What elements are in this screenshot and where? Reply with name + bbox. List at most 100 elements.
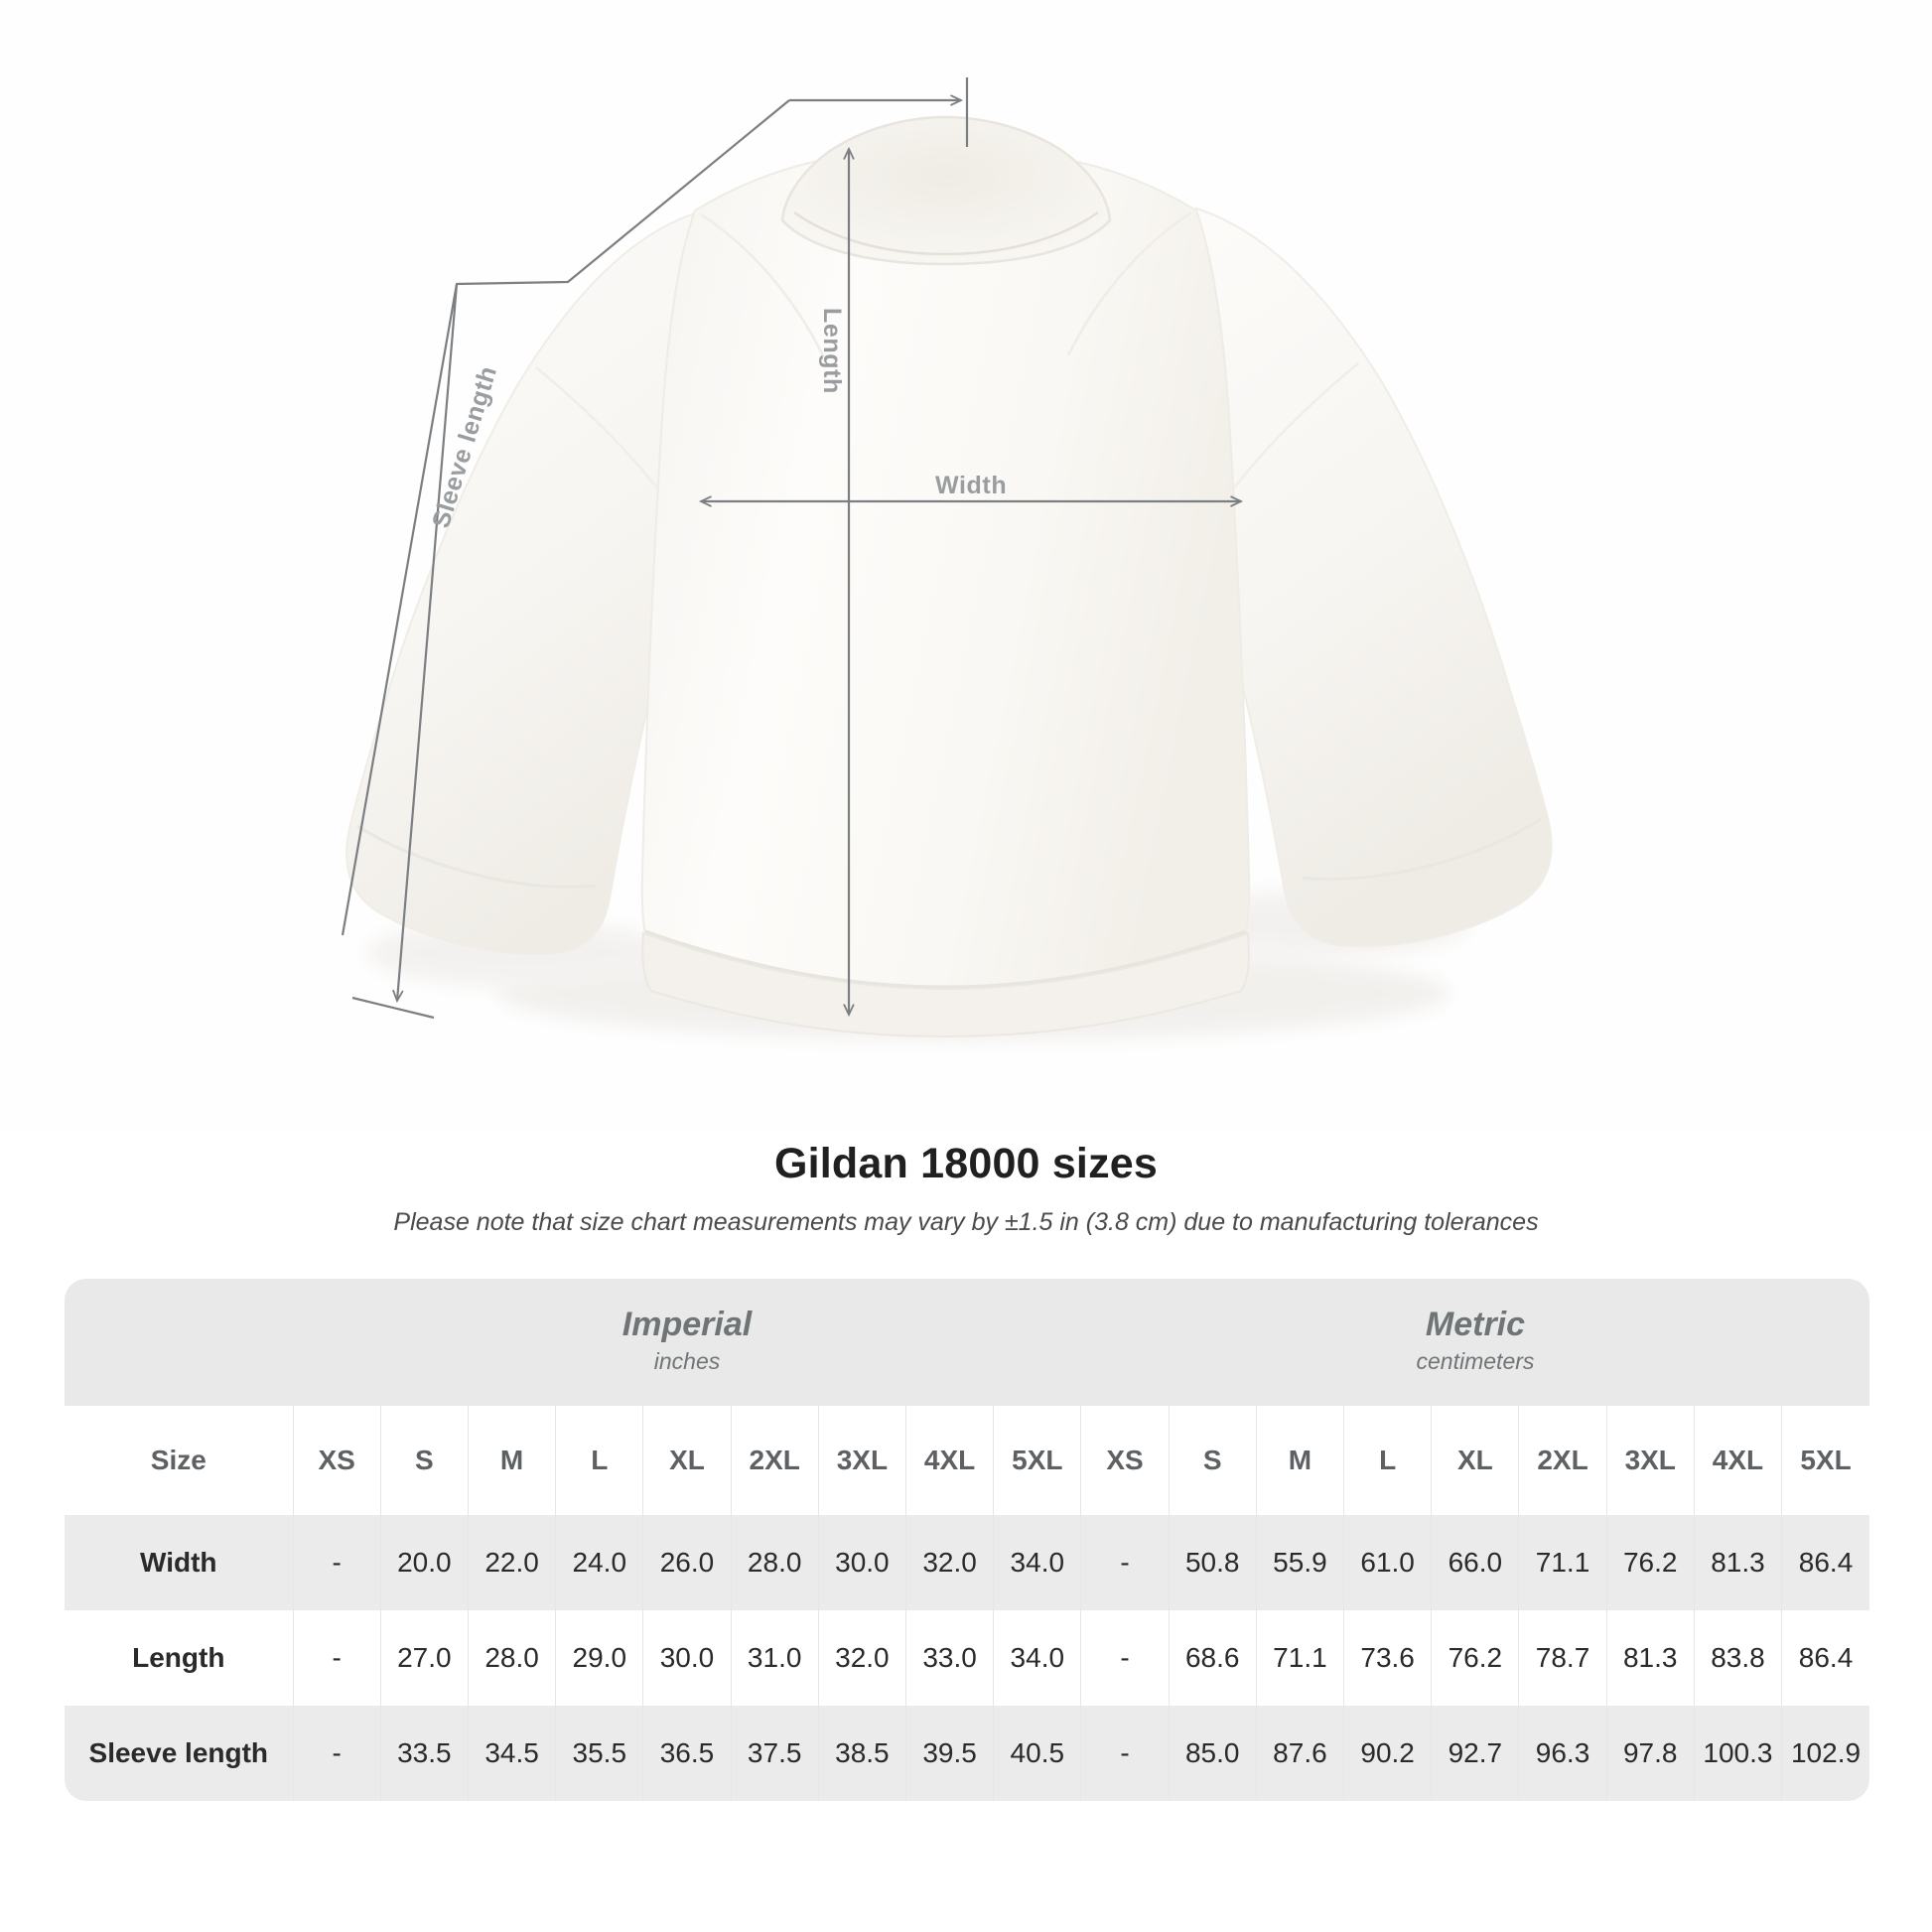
size-header-imperial-s: S [380,1406,469,1515]
size-header-metric-3xl: 3XL [1606,1406,1695,1515]
garment-body [640,147,1251,1038]
cell-width-metric-xs: - [1080,1515,1170,1610]
size-header-metric-5xl: 5XL [1781,1406,1869,1515]
cell-width-imperial-s: 20.0 [380,1515,469,1610]
size-header-metric-m: M [1256,1406,1345,1515]
cell-sleeve-metric-xl: 92.7 [1431,1706,1520,1801]
cell-sleeve-imperial-3xl: 38.5 [818,1706,906,1801]
cell-width-imperial-5xl: 34.0 [993,1515,1082,1610]
cell-length-imperial-xl: 30.0 [642,1610,732,1706]
cell-sleeve-metric-l: 90.2 [1343,1706,1433,1801]
cell-length-metric-m: 71.1 [1256,1610,1345,1706]
cell-length-imperial-s: 27.0 [380,1610,469,1706]
cell-width-metric-4xl: 81.3 [1694,1515,1783,1610]
cell-sleeve-imperial-4xl: 39.5 [905,1706,995,1801]
table-row: Width - 20.0 22.0 24.0 26.0 28.0 30.0 32… [65,1515,1869,1610]
cell-sleeve-metric-xs: - [1080,1706,1170,1801]
row-label-sleeve-length: Sleeve length [65,1706,294,1801]
cell-sleeve-metric-4xl: 100.3 [1694,1706,1783,1801]
size-header-imperial-xs: XS [293,1406,381,1515]
unit-banner-spacer [65,1279,294,1406]
cell-width-metric-2xl: 71.1 [1518,1515,1607,1610]
size-header-imperial-m: M [468,1406,557,1515]
size-header-imperial-5xl: 5XL [993,1406,1082,1515]
cell-sleeve-imperial-xl: 36.5 [642,1706,732,1801]
sleeve-leader-polyline [341,99,790,936]
cell-width-imperial-xs: - [293,1515,381,1610]
cell-width-imperial-xl: 26.0 [642,1515,732,1610]
size-table: Imperial inches Metric centimeters Size … [65,1279,1869,1801]
table-row: Sleeve length - 33.5 34.5 35.5 36.5 37.5… [65,1706,1869,1801]
cell-width-imperial-m: 22.0 [468,1515,557,1610]
cell-sleeve-imperial-l: 35.5 [555,1706,644,1801]
size-header-imperial-4xl: 4XL [905,1406,995,1515]
unit-imperial-name: Imperial [621,1306,753,1344]
size-header-metric-l: L [1343,1406,1433,1515]
cell-sleeve-metric-m: 87.6 [1256,1706,1345,1801]
page-title: Gildan 18000 sizes [773,1140,1159,1187]
cell-length-imperial-5xl: 34.0 [993,1610,1082,1706]
size-header-metric-xl: XL [1431,1406,1520,1515]
width-label: Width [935,472,1008,499]
unit-metric-name: Metric [1425,1306,1526,1344]
size-table-container: Imperial inches Metric centimeters Size … [65,1279,1869,1801]
cell-sleeve-imperial-2xl: 37.5 [731,1706,819,1801]
unit-banner-row: Imperial inches Metric centimeters [65,1279,1869,1406]
cell-length-metric-l: 73.6 [1343,1610,1433,1706]
measurement-guides [341,77,1241,1020]
cell-length-imperial-xs: - [293,1610,381,1706]
cell-sleeve-metric-2xl: 96.3 [1518,1706,1607,1801]
cell-length-imperial-l: 29.0 [555,1610,644,1706]
cell-length-metric-s: 68.6 [1169,1610,1257,1706]
collar [780,115,1112,266]
cell-width-metric-l: 61.0 [1343,1515,1433,1610]
unit-metric-cell: Metric centimeters [1080,1279,1869,1406]
tolerance-note: Please note that size chart measurements… [393,1208,1539,1236]
size-header-metric-s: S [1169,1406,1257,1515]
cell-length-imperial-m: 28.0 [468,1610,557,1706]
cell-length-metric-5xl: 86.4 [1781,1610,1869,1706]
cell-width-metric-s: 50.8 [1169,1515,1257,1610]
cell-width-metric-5xl: 86.4 [1781,1515,1869,1610]
garment-illustration: Length Width Sleeve length [341,77,1553,1040]
row-label-length: Length [65,1610,294,1706]
cell-length-imperial-3xl: 32.0 [818,1610,906,1706]
cell-length-metric-2xl: 78.7 [1518,1610,1607,1706]
length-label: Length [818,308,846,394]
size-header-metric-2xl: 2XL [1518,1406,1607,1515]
unit-imperial-cell: Imperial inches [293,1279,1081,1406]
cell-length-metric-4xl: 83.8 [1694,1610,1783,1706]
cell-length-metric-xl: 76.2 [1431,1610,1520,1706]
cell-length-metric-3xl: 81.3 [1606,1610,1695,1706]
cell-width-metric-m: 55.9 [1256,1515,1345,1610]
cell-sleeve-imperial-m: 34.5 [468,1706,557,1801]
size-header-metric-xs: XS [1080,1406,1170,1515]
size-header-imperial-l: L [555,1406,644,1515]
cell-width-imperial-4xl: 32.0 [905,1515,995,1610]
unit-metric-sub: centimeters [1416,1348,1535,1375]
row-label-width: Width [65,1515,294,1610]
cell-sleeve-metric-5xl: 102.9 [1781,1706,1869,1801]
unit-imperial-sub: inches [653,1348,721,1375]
cell-width-imperial-3xl: 30.0 [818,1515,906,1610]
size-header-imperial-3xl: 3XL [818,1406,906,1515]
size-header-label: Size [65,1406,294,1515]
sleeve-arrow-line [397,283,459,1001]
size-header-metric-4xl: 4XL [1694,1406,1783,1515]
cell-length-imperial-2xl: 31.0 [731,1610,819,1706]
size-header-imperial-xl: XL [642,1406,732,1515]
cell-sleeve-metric-3xl: 97.8 [1606,1706,1695,1801]
garment-graphic [341,77,1553,1040]
cell-width-imperial-2xl: 28.0 [731,1515,819,1610]
cell-sleeve-imperial-5xl: 40.5 [993,1706,1082,1801]
sleeve-bottom-tick [351,996,435,1020]
cell-sleeve-imperial-s: 33.5 [380,1706,469,1801]
size-header-imperial-2xl: 2XL [731,1406,819,1515]
cell-width-metric-xl: 66.0 [1431,1515,1520,1610]
table-row: Length - 27.0 28.0 29.0 30.0 31.0 32.0 3… [65,1610,1869,1706]
cell-width-metric-3xl: 76.2 [1606,1515,1695,1610]
cell-sleeve-metric-s: 85.0 [1169,1706,1257,1801]
cell-sleeve-imperial-xs: - [293,1706,381,1801]
cell-width-imperial-l: 24.0 [555,1515,644,1610]
